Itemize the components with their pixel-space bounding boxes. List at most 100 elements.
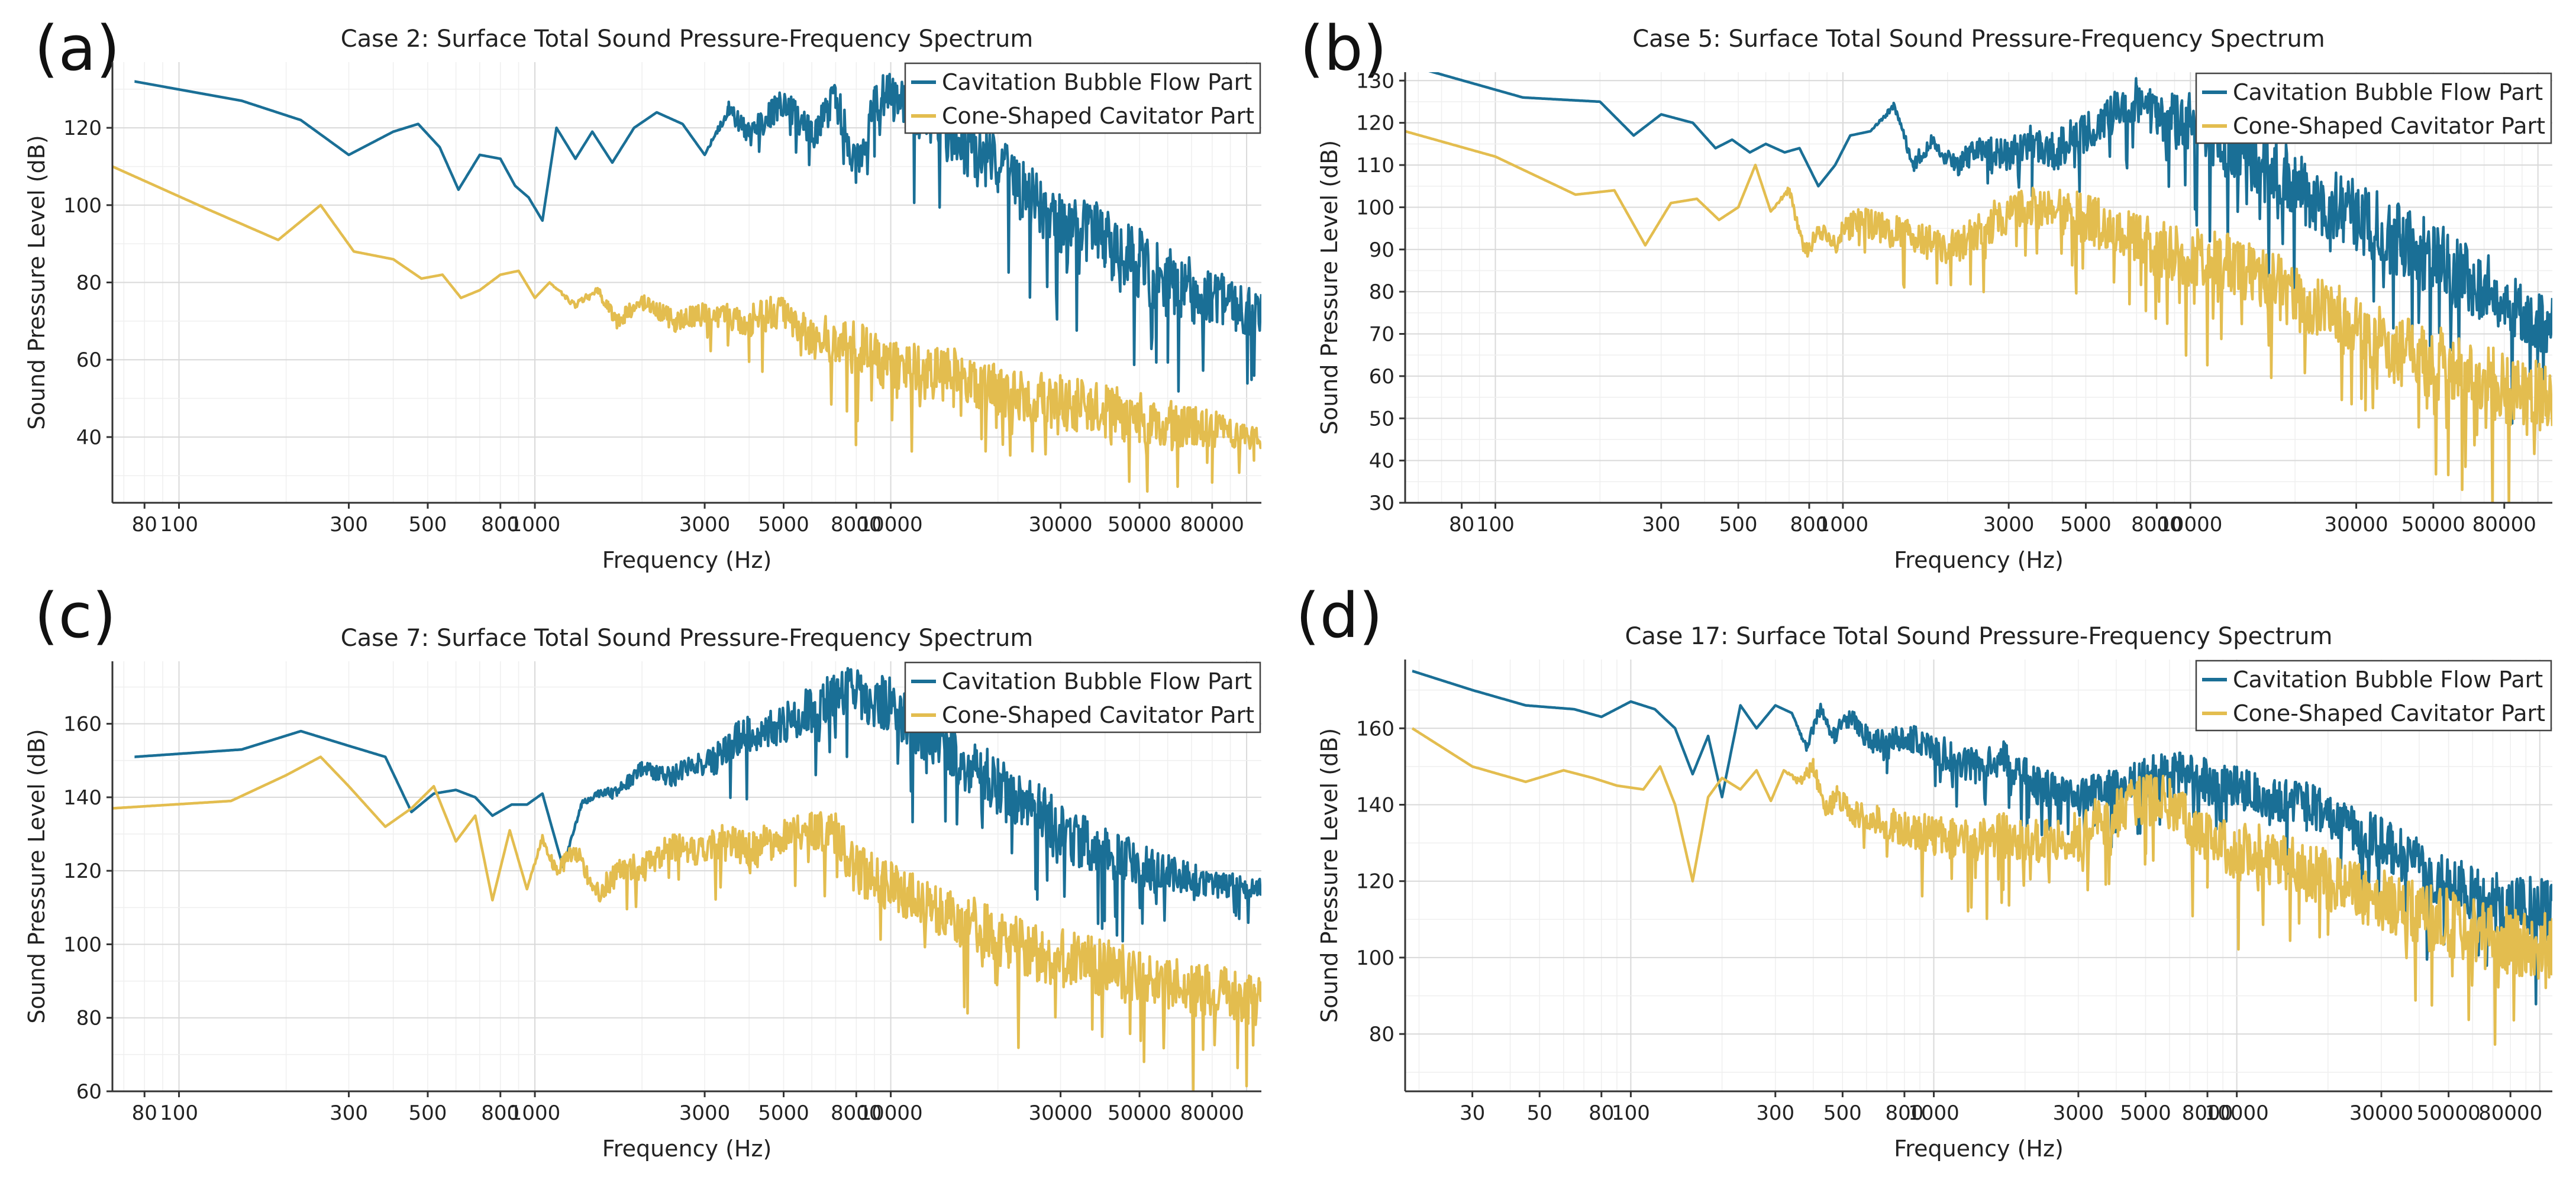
x-tick-label: 500: [409, 1101, 447, 1125]
legend: Cavitation Bubble Flow Part Cone-Shaped C…: [2195, 660, 2552, 732]
x-tick-label: 50: [1527, 1101, 1552, 1125]
y-axis-label: Sound Pressure Level (dB): [24, 135, 50, 429]
y-tick-label: 80: [1369, 280, 1394, 304]
x-tick-label: 800: [1885, 1101, 1923, 1125]
x-axis-label: Frequency (Hz): [1894, 547, 2064, 573]
series-line-cone-shaped-cavitator: [1411, 727, 2552, 1046]
x-tick-label: 3000: [679, 1101, 731, 1125]
x-tick-label: 3000: [2053, 1101, 2104, 1125]
y-tick-label: 100: [1356, 946, 1394, 970]
y-tick-label: 40: [1369, 450, 1394, 473]
x-tick-label: 30000: [1028, 1101, 1092, 1125]
y-axis-label: Sound Pressure Level (dB): [1316, 728, 1342, 1023]
x-tick-label: 80000: [2478, 1101, 2542, 1125]
x-tick-label: 8000: [831, 513, 882, 536]
y-tick-label: 80: [1369, 1023, 1394, 1046]
chart-title: Case 17: Surface Total Sound Pressure-Fr…: [1625, 623, 2332, 650]
legend-label: Cavitation Bubble Flow Part: [942, 69, 1252, 95]
y-tick-label: 140: [1356, 793, 1394, 817]
y-tick-label: 140: [63, 786, 102, 810]
x-axis-label: Frequency (Hz): [602, 547, 772, 573]
y-tick-label: 130: [1356, 69, 1394, 93]
legend-label: Cavitation Bubble Flow Part: [2233, 79, 2543, 105]
x-tick-label: 10000: [2205, 1101, 2269, 1125]
x-tick-label: 100: [1476, 513, 1515, 536]
y-tick-label: 80: [76, 1007, 102, 1030]
x-tick-label: 1000: [1818, 513, 1869, 536]
x-tick-label: 5000: [758, 513, 809, 536]
legend-label: Cavitation Bubble Flow Part: [2233, 667, 2543, 693]
legend-box: [904, 661, 1261, 733]
y-axis-label: Sound Pressure Level (dB): [24, 729, 50, 1023]
x-tick-label: 80: [1589, 1101, 1614, 1125]
series-line-cavitation-bubble-flow: [133, 73, 1261, 393]
x-tick-label: 300: [330, 1101, 368, 1125]
y-axis-label: Sound Pressure Level (dB): [1316, 140, 1342, 435]
x-tick-label: 10000: [858, 1101, 922, 1125]
y-tick-label: 60: [76, 348, 102, 372]
x-tick-label: 800: [1790, 513, 1829, 536]
x-tick-label: 10000: [858, 513, 922, 536]
x-tick-label: 30000: [2349, 1101, 2413, 1125]
x-tick-label: 3000: [679, 513, 731, 536]
x-tick-label: 100: [160, 1101, 198, 1125]
legend-box: [2195, 660, 2552, 732]
x-tick-label: 500: [409, 513, 447, 536]
x-tick-label: 5000: [2060, 513, 2112, 536]
x-tick-label: 80: [132, 1101, 157, 1125]
x-axis-label: Frequency (Hz): [602, 1136, 772, 1162]
x-tick-label: 8000: [2131, 513, 2183, 536]
y-tick-label: 120: [63, 859, 102, 883]
x-tick-label: 1000: [1908, 1101, 1960, 1125]
x-tick-label: 8000: [831, 1101, 882, 1125]
series-line-cavitation-bubble-flow: [1411, 670, 2552, 1006]
chart-title: Case 5: Surface Total Sound Pressure-Fre…: [1632, 25, 2325, 53]
x-tick-label: 80: [132, 513, 157, 536]
x-tick-label: 1000: [509, 513, 561, 536]
legend: Cavitation Bubble Flow Part Cone-Shaped C…: [904, 62, 1261, 134]
x-tick-label: 80000: [2472, 513, 2536, 536]
y-tick-label: 100: [1356, 196, 1394, 219]
chart-title: Case 7: Surface Total Sound Pressure-Fre…: [341, 625, 1034, 652]
series-line-cone-shaped-cavitator: [112, 165, 1261, 493]
y-tick-label: 160: [1356, 717, 1394, 741]
x-tick-label: 80000: [1180, 513, 1244, 536]
y-tick-label: 60: [1369, 365, 1394, 389]
series-line-cavitation-bubble-flow: [133, 667, 1261, 943]
legend-label: Cone-Shaped Cavitator Part: [2233, 113, 2545, 139]
y-tick-label: 160: [63, 713, 102, 736]
x-tick-label: 10000: [2158, 513, 2222, 536]
y-tick-label: 50: [1369, 407, 1394, 431]
panel-b-label: (b): [1300, 12, 1387, 85]
x-tick-label: 80000: [1180, 1101, 1244, 1125]
x-tick-label: 50000: [2417, 1101, 2481, 1125]
x-tick-label: 300: [330, 513, 368, 536]
x-tick-label: 300: [1756, 1101, 1794, 1125]
x-tick-label: 1000: [509, 1101, 561, 1125]
x-tick-label: 300: [1642, 513, 1680, 536]
y-tick-label: 70: [1369, 323, 1394, 347]
x-axis-label: Frequency (Hz): [1894, 1136, 2064, 1162]
x-tick-label: 5000: [2120, 1101, 2171, 1125]
x-tick-label: 500: [1719, 513, 1758, 536]
series-line-cavitation-bubble-flow: [1428, 72, 2552, 425]
x-tick-label: 800: [481, 513, 519, 536]
x-tick-label: 50000: [1108, 513, 1171, 536]
y-tick-label: 60: [76, 1080, 102, 1104]
legend-label: Cavitation Bubble Flow Part: [942, 668, 1252, 694]
x-tick-label: 30: [1460, 1101, 1485, 1125]
y-tick-label: 100: [63, 933, 102, 956]
y-tick-label: 110: [1356, 154, 1394, 177]
y-tick-label: 30: [1369, 492, 1394, 515]
x-tick-label: 50000: [1108, 1101, 1171, 1125]
panel-c-label: (c): [34, 580, 116, 652]
y-tick-label: 120: [1356, 112, 1394, 135]
x-tick-label: 8000: [2182, 1101, 2233, 1125]
x-tick-label: 500: [1823, 1101, 1862, 1125]
x-tick-label: 100: [160, 513, 198, 536]
panel-d-label: (d): [1296, 580, 1383, 652]
